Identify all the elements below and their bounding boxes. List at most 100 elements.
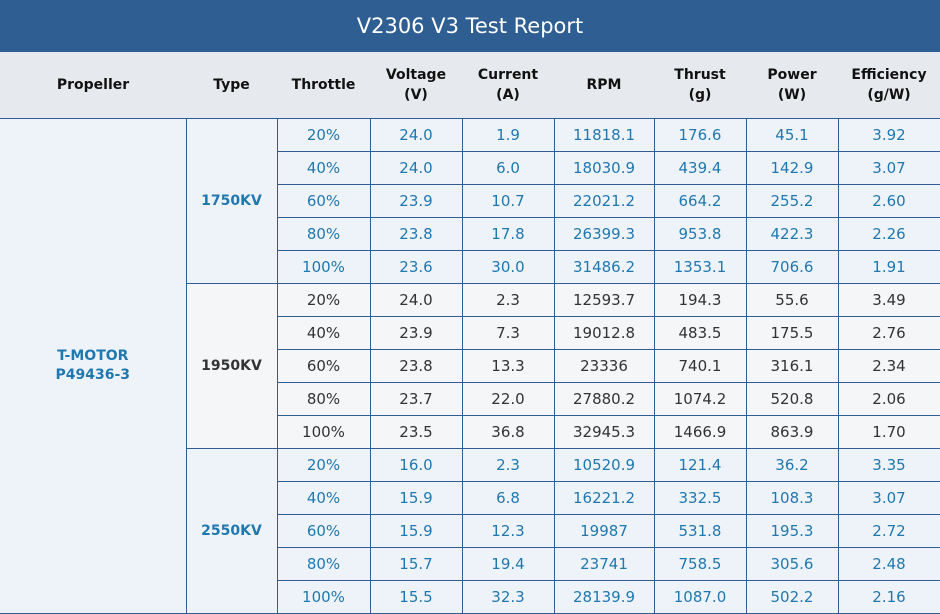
header-row: Propeller Type Throttle Voltage (V) Current (A… <box>0 52 940 119</box>
data-cell: 27880.2 <box>553 382 655 416</box>
column-header: Current (A) <box>462 52 554 119</box>
data-cell: 1.9 <box>461 118 555 152</box>
data-cell: 305.6 <box>745 547 839 581</box>
data-cell: 40% <box>277 481 371 515</box>
data-cell: 22.0 <box>461 382 555 416</box>
data-cell: 11818.1 <box>553 118 655 152</box>
data-cell: 953.8 <box>653 217 747 251</box>
data-cell: 332.5 <box>653 481 747 515</box>
header-line: Efficiency <box>851 67 927 83</box>
data-cell: 316.1 <box>745 349 839 383</box>
data-cell: 3.49 <box>837 283 940 317</box>
header-line: RPM <box>586 77 622 93</box>
data-cell: 6.8 <box>461 481 555 515</box>
data-cell: 531.8 <box>653 514 747 548</box>
data-cell: 31486.2 <box>553 250 655 284</box>
data-cell: 2.60 <box>837 184 940 218</box>
data-cell: 3.07 <box>837 151 940 185</box>
data-cell: 1466.9 <box>653 415 747 449</box>
data-row: 2550KV 20% 16.0 2.3 10520.9 121.4 36.2 3.35 <box>0 448 940 614</box>
data-cell: 19987 <box>553 514 655 548</box>
data-cell: 80% <box>277 217 371 251</box>
data-cell: 422.3 <box>745 217 839 251</box>
data-cell: 80% <box>277 382 371 416</box>
data-cell: 2.3 <box>461 448 555 482</box>
data-cell: 60% <box>277 349 371 383</box>
data-row: 60% 23.8 13.3 23336 740.1 316.1 2.34 <box>0 349 940 383</box>
column-header: RPM <box>554 52 654 119</box>
propeller-line: P49436-3 <box>55 367 131 383</box>
header-line: Propeller <box>56 77 130 93</box>
report-title: V2306 V3 Test Report <box>0 0 940 52</box>
data-cell: 23.8 <box>369 349 463 383</box>
column-header: Propeller <box>0 52 186 119</box>
data-cell: 7.3 <box>461 316 555 350</box>
data-cell: 24.0 <box>369 283 463 317</box>
data-cell: 60% <box>277 514 371 548</box>
data-cell: 863.9 <box>745 415 839 449</box>
data-cell: 80% <box>277 547 371 581</box>
data-cell: 502.2 <box>745 580 839 614</box>
header-line: (V) <box>404 87 428 103</box>
data-cell: 2.16 <box>837 580 940 614</box>
data-cell: 1074.2 <box>653 382 747 416</box>
data-cell: 23336 <box>553 349 655 383</box>
header-line: Current <box>477 67 539 83</box>
column-header: Voltage (V) <box>370 52 462 119</box>
propeller-cell: T-MOTOR P49436-3 <box>0 118 187 614</box>
data-cell: 15.7 <box>369 547 463 581</box>
data-cell: 10.7 <box>461 184 555 218</box>
data-cell: 28139.9 <box>553 580 655 614</box>
type-cell: 2550KV <box>186 448 278 614</box>
data-cell: 22021.2 <box>553 184 655 218</box>
data-row: 80% 15.7 19.4 23741 758.5 305.6 2.48 <box>0 547 940 581</box>
data-row: 60% 23.9 10.7 22021.2 664.2 255.2 2.60 <box>0 184 940 218</box>
data-cell: 3.92 <box>837 118 940 152</box>
data-cell: 20% <box>276 283 371 317</box>
data-cell: 55.6 <box>745 283 839 317</box>
column-header: Type <box>186 52 277 119</box>
header-line: Power <box>767 67 817 83</box>
data-cell: 12.3 <box>461 514 555 548</box>
report-table: Propeller Type Throttle Voltage (V) Current (A… <box>0 52 940 614</box>
data-cell: 520.8 <box>745 382 839 416</box>
type-cell: 1750KV <box>185 118 278 284</box>
data-cell: 2.76 <box>837 316 940 350</box>
column-header: Efficiency (g/W) <box>838 52 940 119</box>
data-cell: 13.3 <box>461 349 555 383</box>
data-cell: 1087.0 <box>653 580 747 614</box>
data-cell: 60% <box>277 184 371 218</box>
data-cell: 36.2 <box>745 448 839 482</box>
data-cell: 6.0 <box>461 151 555 185</box>
data-cell: 108.3 <box>745 481 839 515</box>
data-row: 1950KV 20% 24.0 2.3 12593.7 194.3 55.6 3.49 <box>0 283 940 449</box>
data-cell: 2.72 <box>837 514 940 548</box>
data-cell: 740.1 <box>653 349 747 383</box>
data-cell: 100% <box>277 415 371 449</box>
data-row: 40% 15.9 6.8 16221.2 332.5 108.3 3.07 <box>0 481 940 515</box>
data-cell: 12593.7 <box>553 283 655 317</box>
header-line: (g/W) <box>867 87 911 103</box>
data-cell: 19.4 <box>461 547 555 581</box>
column-header: Thrust (g) <box>654 52 746 119</box>
data-cell: 2.3 <box>461 283 555 317</box>
data-cell: 45.1 <box>745 118 839 152</box>
data-cell: 18030.9 <box>553 151 655 185</box>
data-cell: 16.0 <box>369 448 463 482</box>
data-cell: 439.4 <box>653 151 747 185</box>
data-cell: 23741 <box>553 547 655 581</box>
data-cell: 2.06 <box>837 382 940 416</box>
data-cell: 15.9 <box>369 481 463 515</box>
data-cell: 26399.3 <box>553 217 655 251</box>
data-cell: 255.2 <box>745 184 839 218</box>
data-row: 100% 23.6 30.0 31486.2 1353.1 706.6 1.91 <box>0 250 940 284</box>
data-cell: 23.9 <box>369 316 463 350</box>
data-cell: 3.07 <box>837 481 940 515</box>
data-cell: 23.8 <box>369 217 463 251</box>
data-cell: 15.5 <box>369 580 463 614</box>
data-row: 40% 23.9 7.3 19012.8 483.5 175.5 2.76 <box>0 316 940 350</box>
data-cell: 40% <box>277 316 371 350</box>
data-cell: 23.7 <box>369 382 463 416</box>
data-cell: 17.8 <box>461 217 555 251</box>
